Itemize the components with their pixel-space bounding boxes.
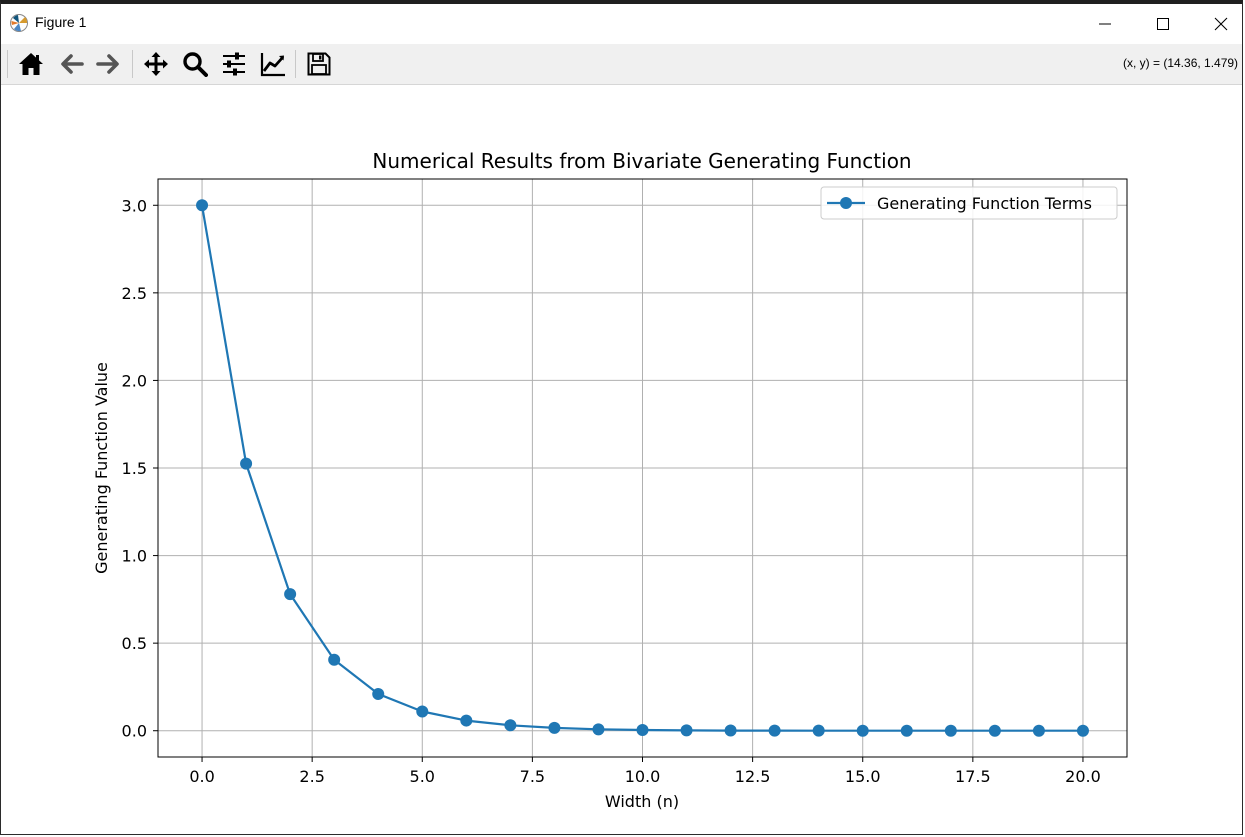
- y-tick-label: 1.0: [122, 547, 147, 566]
- x-tick-label: 12.5: [735, 767, 771, 786]
- x-tick-label: 10.0: [625, 767, 661, 786]
- data-point: [900, 724, 913, 737]
- data-point: [988, 724, 1001, 737]
- configure-subplots-button[interactable]: [218, 48, 250, 80]
- data-point: [240, 457, 253, 470]
- line-chart-icon: [260, 53, 285, 77]
- close-icon: [1214, 17, 1228, 31]
- maximize-icon: [1157, 18, 1169, 30]
- x-tick-label: 0.0: [189, 767, 214, 786]
- arrow-right-icon: [96, 54, 119, 74]
- zoom-button[interactable]: [179, 48, 211, 80]
- data-point: [504, 719, 517, 732]
- pan-button[interactable]: [140, 48, 172, 80]
- navigation-toolbar: [1, 44, 1242, 85]
- x-tick-label: 5.0: [410, 767, 435, 786]
- y-tick-label: 0.5: [122, 634, 147, 653]
- data-point: [416, 705, 429, 718]
- back-button[interactable]: [55, 48, 87, 80]
- window-title: Figure 1: [35, 14, 87, 30]
- data-point: [724, 724, 737, 737]
- data-point: [328, 653, 341, 666]
- y-axis-ticks: 0.0 0.5 1.0 1.5 2.0 2.5 3.0: [122, 196, 158, 741]
- data-point: [812, 724, 825, 737]
- minimize-button[interactable]: [1085, 10, 1125, 38]
- data-point: [460, 714, 473, 727]
- save-button[interactable]: [303, 48, 335, 80]
- y-tick-label: 1.5: [122, 459, 147, 478]
- toolbar-separator: [295, 50, 296, 78]
- y-tick-label: 2.0: [122, 371, 147, 390]
- zoom-icon: [183, 52, 208, 77]
- x-axis-label: Width (n): [605, 792, 679, 811]
- edit-axis-button[interactable]: [257, 48, 289, 80]
- toolbar-grip: [7, 50, 8, 78]
- y-tick-label: 3.0: [122, 196, 147, 215]
- toolbar-separator: [132, 50, 133, 78]
- data-point: [1076, 724, 1089, 737]
- data-point: [196, 199, 209, 212]
- x-tick-label: 2.5: [299, 767, 324, 786]
- matplotlib-logo-icon: [10, 14, 28, 32]
- y-tick-label: 0.0: [122, 722, 147, 741]
- y-tick-label: 2.5: [122, 284, 147, 303]
- minimize-icon: [1099, 23, 1111, 25]
- data-point: [944, 724, 957, 737]
- legend-marker-swatch: [840, 197, 852, 209]
- data-point: [768, 724, 781, 737]
- legend-label: Generating Function Terms: [877, 194, 1092, 213]
- data-series: [196, 199, 1089, 737]
- forward-button[interactable]: [93, 48, 125, 80]
- y-axis-label: Generating Function Value: [92, 362, 111, 574]
- figure-canvas[interactable]: Numerical Results from Bivariate Generat…: [1, 85, 1243, 825]
- x-tick-label: 15.0: [845, 767, 881, 786]
- sliders-icon: [223, 52, 245, 76]
- x-tick-label: 17.5: [955, 767, 991, 786]
- chart-title: Numerical Results from Bivariate Generat…: [372, 149, 911, 173]
- maximize-button[interactable]: [1143, 10, 1183, 38]
- close-button[interactable]: [1201, 10, 1241, 38]
- data-point: [636, 724, 649, 737]
- data-point: [372, 687, 385, 700]
- x-axis-ticks: 0.0 2.5 5.0 7.5 10.0 12.5 15.0 17.5 20.0: [189, 757, 1101, 786]
- data-point: [680, 724, 693, 737]
- move-icon: [144, 52, 168, 76]
- data-point: [548, 721, 561, 734]
- arrow-left-icon: [61, 54, 84, 74]
- data-point: [856, 724, 869, 737]
- home-button[interactable]: [15, 48, 47, 80]
- home-icon: [19, 53, 43, 75]
- x-tick-label: 7.5: [520, 767, 545, 786]
- legend-box: [820, 186, 1118, 220]
- title-bar: Figure 1: [1, 4, 1242, 44]
- cursor-coordinates: (x, y) = (14.36, 1.479): [1123, 56, 1239, 70]
- grid-lines: [158, 179, 1127, 757]
- data-point: [284, 588, 297, 601]
- data-point: [592, 723, 605, 736]
- data-point: [1032, 724, 1045, 737]
- x-tick-label: 20.0: [1065, 767, 1101, 786]
- chart-legend: Generating Function Terms: [820, 186, 1118, 220]
- save-icon: [307, 52, 331, 76]
